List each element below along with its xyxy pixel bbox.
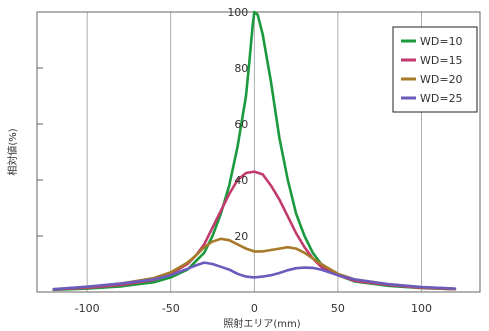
series-line-wd-25	[52, 261, 457, 291]
y-axis-label: 相対値(%)	[6, 128, 19, 175]
x-axis-label: 照射エリア(mm)	[223, 318, 300, 330]
grid-lines	[37, 11, 422, 292]
series-lines	[52, 10, 457, 292]
series-line-wd-20	[52, 237, 457, 291]
legend-label-2: WD=20	[420, 73, 463, 86]
x-tick-label-4: 100	[411, 302, 432, 315]
legend: WD=10 WD=15 WD=20 WD=25	[392, 26, 478, 113]
x-tick-label-1: -50	[162, 302, 180, 315]
y-tick-label-3: 80	[234, 62, 248, 75]
x-tick-labels: -100 -50 0 50 100	[75, 302, 432, 315]
plot-frame	[36, 11, 481, 293]
x-tick-label-3: 50	[331, 302, 345, 315]
x-tick-label-2: 0	[251, 302, 258, 315]
y-tick-label-1: 40	[234, 174, 248, 187]
y-tick-label-2: 60	[234, 118, 248, 131]
legend-label-1: WD=15	[420, 54, 463, 67]
y-tick-label-4: 100	[227, 6, 248, 19]
legend-label-0: WD=10	[420, 35, 463, 48]
y-tick-labels: 20 40 60 80 100	[227, 6, 248, 243]
x-tick-label-0: -100	[75, 302, 100, 315]
y-tick-label-0: 20	[234, 230, 248, 243]
legend-label-3: WD=25	[420, 92, 463, 105]
